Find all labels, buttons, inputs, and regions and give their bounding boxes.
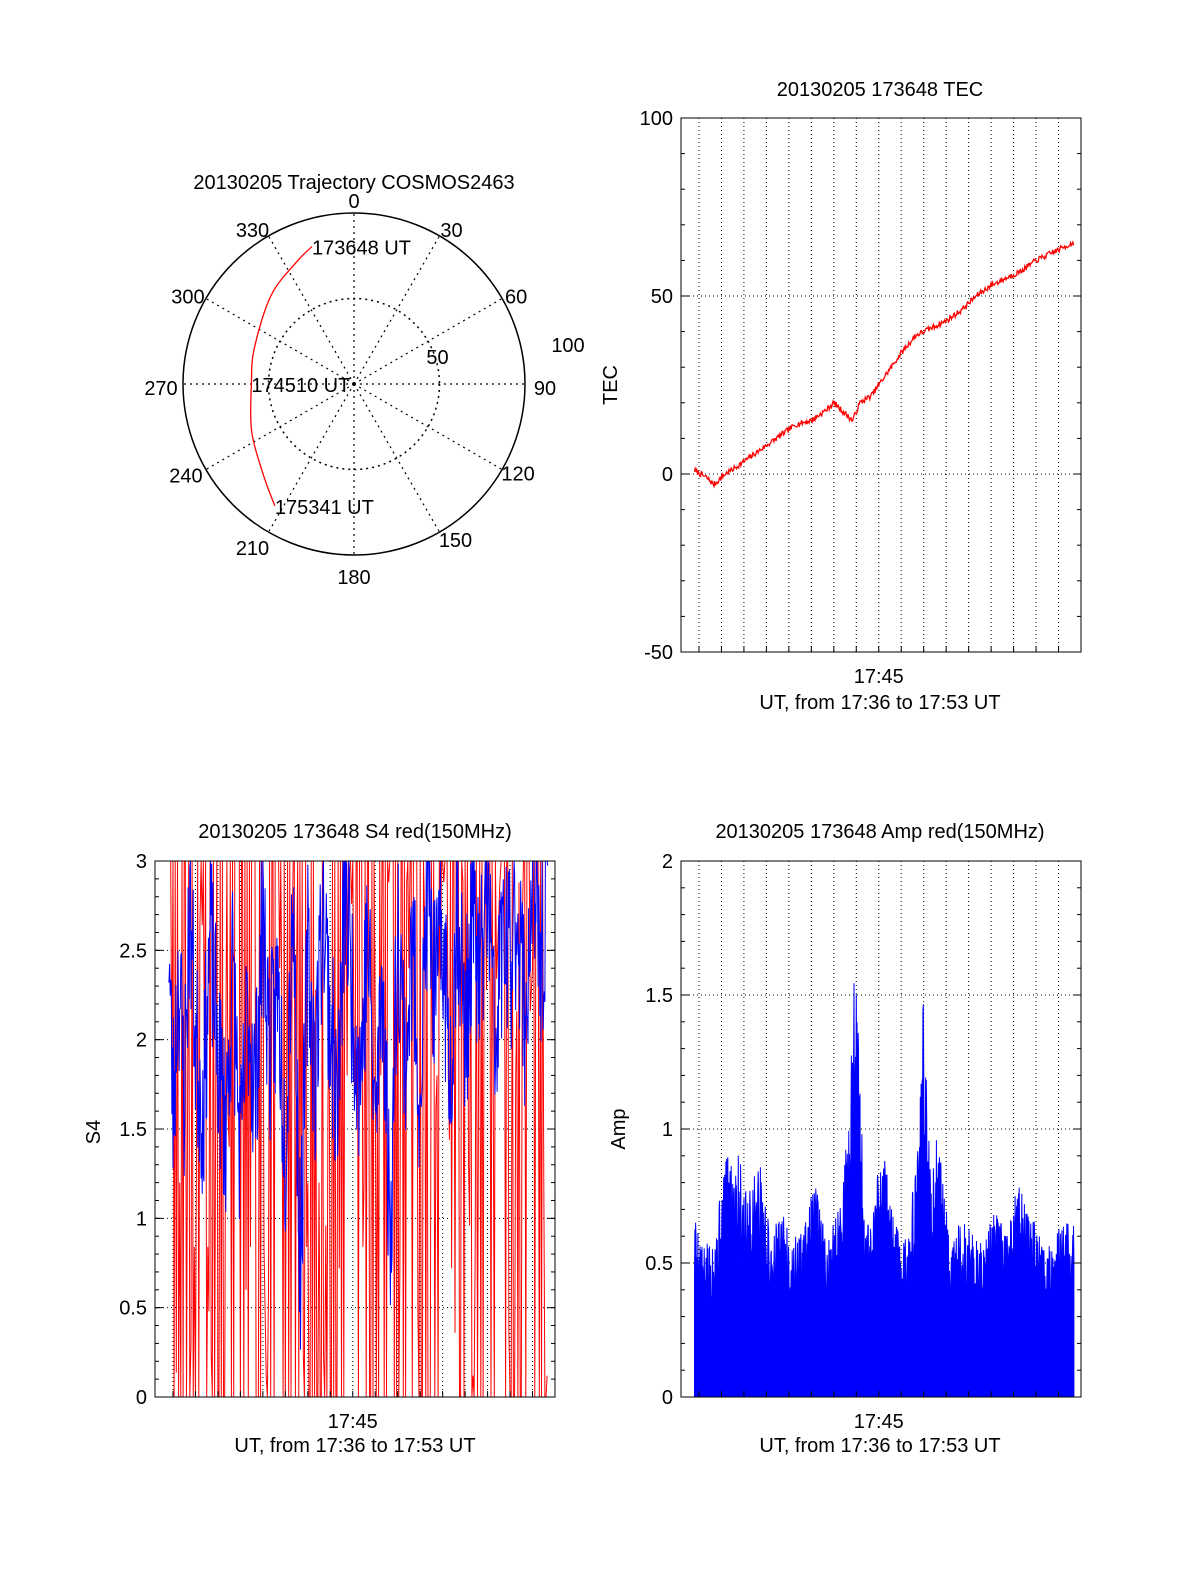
spoke-60 (353, 297, 503, 385)
spoke-30 (353, 235, 441, 385)
x-axis-ticks: 17:45 (698, 646, 1060, 688)
y-tick-label: 1 (662, 1119, 673, 1141)
azimuth-label: 90 (534, 378, 556, 400)
trajectory-polar-plot: 20130205 Trajectory COSMOS2463 0 30 60 90 12… (144, 172, 584, 589)
azimuth-label: 210 (236, 538, 269, 560)
y-tick-label: 3 (136, 851, 147, 873)
y-tick-label: 0.5 (645, 1253, 673, 1275)
y-tick-label: 0 (662, 464, 673, 486)
s4-series (168, 860, 549, 1398)
azimuth-label: 300 (171, 287, 204, 309)
x-tick-label: 17:45 (854, 1411, 904, 1433)
trajectory-line (249, 246, 313, 507)
x-axis-ticks: 17:45 (698, 1391, 1060, 1433)
time-annotation: 175341 UT (275, 497, 374, 519)
y-tick-label: 1.5 (119, 1119, 147, 1141)
amp-line-chart: 20130205 173648 Amp red(150MHz) 0 0.5 1 1.5… (608, 821, 1082, 1457)
y-tick-label: -50 (644, 642, 673, 664)
chart-title: 20130205 173648 Amp red(150MHz) (715, 821, 1044, 843)
spoke-120 (353, 383, 503, 471)
tec-series (693, 240, 1075, 489)
azimuth-label: 270 (144, 378, 177, 400)
chart-title: 20130205 Trajectory COSMOS2463 (193, 172, 514, 194)
y-tick-label: 0.5 (119, 1298, 147, 1320)
y-tick-label: 50 (651, 286, 673, 308)
x-tick-label: 17:45 (854, 666, 904, 688)
y-tick-label: 2 (136, 1030, 147, 1052)
time-annotation: 173648 UT (312, 238, 411, 260)
x-axis-label: UT, from 17:36 to 17:53 UT (234, 1435, 475, 1457)
tec-line-chart: 20130205 173648 TEC -50 0 50 100 17:45 UT, … (600, 79, 1082, 714)
x-axis-label: UT, from 17:36 to 17:53 UT (759, 1435, 1000, 1457)
azimuth-label: 240 (169, 466, 202, 488)
y-tick-label: 1 (136, 1208, 147, 1230)
spoke-150 (353, 383, 441, 533)
s4-red-line (168, 860, 548, 1398)
azimuth-labels: 0 30 60 90 120 150 180 210 240 270 300 330 (144, 191, 556, 589)
y-axis-label: TEC (600, 365, 622, 405)
tec-line (693, 240, 1075, 489)
y-tick-label: 0 (662, 1387, 673, 1409)
y-axis-label: S4 (83, 1120, 105, 1144)
chart-title: 20130205 173648 S4 red(150MHz) (198, 821, 512, 843)
s4-line-chart: 20130205 173648 S4 red(150MHz) 0 0.5 1 1.5 2… (83, 821, 556, 1457)
azimuth-label: 180 (337, 567, 370, 589)
y-axis-ticks: -50 0 50 100 (640, 108, 1081, 664)
amp-series (694, 983, 1075, 1398)
azimuth-label: 0 (348, 191, 359, 213)
y-tick-label: 1.5 (645, 985, 673, 1007)
spoke-330 (267, 235, 355, 385)
y-tick-label: 0 (136, 1387, 147, 1409)
amp-signal-fill (694, 983, 1075, 1398)
y-tick-label: 2.5 (119, 940, 147, 962)
azimuth-label: 150 (439, 530, 472, 552)
time-annotation: 174510 UT (251, 375, 350, 397)
plot-frame (680, 117, 1082, 653)
trajectory-annotations: 173648 UT 174510 UT 175341 UT (251, 238, 411, 519)
y-tick-label: 2 (662, 851, 673, 873)
chart-title: 20130205 173648 TEC (777, 79, 983, 101)
trajectory-series (249, 246, 313, 507)
spoke-210 (267, 383, 355, 533)
azimuth-label: 330 (236, 220, 269, 242)
amp-base-band (694, 1289, 1074, 1397)
azimuth-label: 30 (440, 220, 462, 242)
x-axis-label: UT, from 17:36 to 17:53 UT (759, 692, 1000, 714)
y-axis-ticks: 0 0.5 1 1.5 2 2.5 3 (119, 851, 555, 1409)
x-axis-ticks: 17:45 (172, 1391, 534, 1433)
spoke-240 (205, 383, 355, 471)
radius-label: 100 (551, 335, 584, 357)
azimuth-spokes (183, 213, 525, 555)
azimuth-label: 60 (505, 287, 527, 309)
spoke-300 (205, 297, 355, 385)
outer-ring (182, 212, 526, 556)
x-tick-label: 17:45 (328, 1411, 378, 1433)
grid (681, 118, 1081, 652)
radius-label: 50 (426, 347, 448, 369)
y-tick-label: 100 (640, 108, 673, 130)
y-axis-label: Amp (608, 1108, 630, 1149)
radius-labels: 50 100 (426, 335, 584, 369)
azimuth-label: 120 (501, 464, 534, 486)
s4-blue-line (168, 860, 549, 1350)
y-axis-ticks: 0 0.5 1 1.5 2 (645, 851, 1081, 1409)
